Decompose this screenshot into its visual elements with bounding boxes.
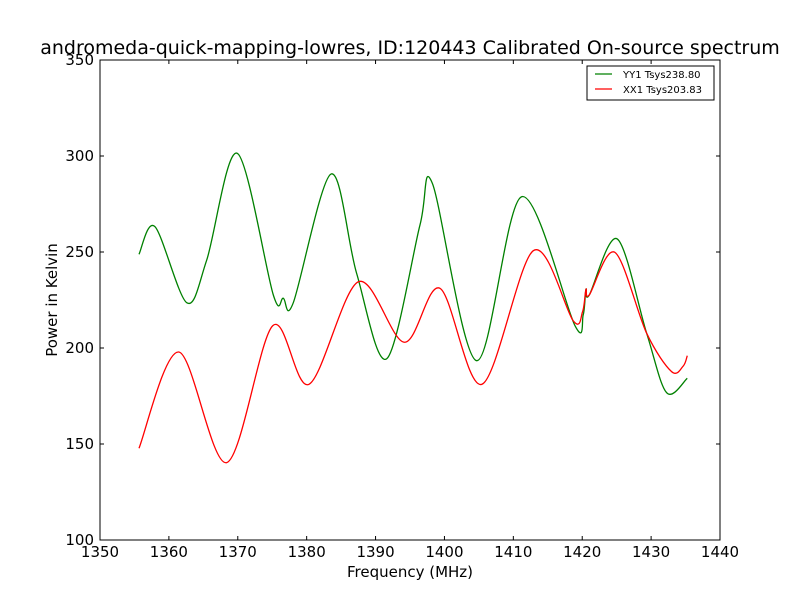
legend-box <box>586 65 715 101</box>
legend-label-xx1: XX1 Tsys203.83 <box>623 85 702 96</box>
series-line-yy1 <box>138 152 688 395</box>
x-tick-label: 1400 <box>425 543 463 561</box>
y-tick-label: 100 <box>65 531 94 549</box>
plot-area <box>138 152 688 464</box>
chart-title: andromeda-quick-mapping-lowres, ID:12044… <box>40 37 780 59</box>
x-tick-label: 1380 <box>288 543 326 561</box>
x-tick-label: 1410 <box>494 543 532 561</box>
y-tick-label: 300 <box>65 147 94 165</box>
x-tick-label: 1370 <box>219 543 257 561</box>
axes-frame <box>99 59 721 541</box>
x-tick-label: 1390 <box>356 543 394 561</box>
x-axis-label: Frequency (MHz) <box>347 563 473 581</box>
y-axis-label: Power in Kelvin <box>43 243 61 357</box>
y-tick-label: 150 <box>65 435 94 453</box>
y-tick-label: 350 <box>65 51 94 69</box>
legend: YY1 Tsys238.80 XX1 Tsys203.83 <box>586 65 715 101</box>
y-tick-label: 200 <box>65 339 94 357</box>
axis-ticks: 1350 1360 1370 1380 1390 1400 1410 1420 1430 1440… <box>65 51 739 561</box>
series-line-xx1 <box>138 249 688 464</box>
y-tick-label: 250 <box>65 243 94 261</box>
x-tick-label: 1350 <box>81 543 119 561</box>
x-tick-label: 1430 <box>632 543 670 561</box>
legend-label-yy1: YY1 Tsys238.80 <box>622 70 701 81</box>
x-tick-label: 1420 <box>563 543 601 561</box>
x-tick-label: 1440 <box>701 543 739 561</box>
x-tick-label: 1360 <box>150 543 188 561</box>
